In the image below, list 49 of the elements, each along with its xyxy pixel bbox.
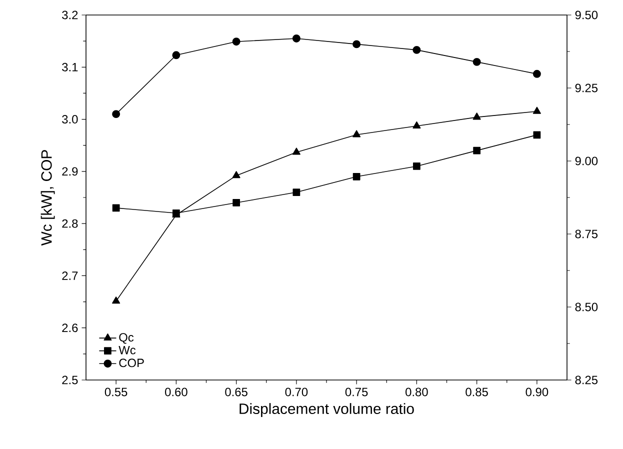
point <box>473 146 480 154</box>
x-tick-label: 0.65 <box>225 388 248 396</box>
point <box>112 296 120 304</box>
point <box>292 188 300 196</box>
point <box>533 131 541 139</box>
y2-tick-label: 9.25 <box>575 84 598 92</box>
x-tick-label: 0.60 <box>165 388 188 396</box>
y-axis-title: Wc [kW], COP <box>40 150 55 246</box>
x-tick-label: 0.85 <box>466 388 488 396</box>
point <box>232 199 240 206</box>
y-tick-label: 3.2 <box>62 10 78 20</box>
y2-tick-label: 8.75 <box>575 230 598 238</box>
point <box>352 172 360 180</box>
x-tick-label: 0.70 <box>285 388 308 396</box>
point <box>412 121 421 128</box>
point <box>532 106 541 114</box>
y2-tick-label: 8.25 <box>575 376 598 384</box>
point <box>472 112 481 120</box>
legend-label: Wc <box>118 346 136 354</box>
x-tick-label: 0.90 <box>526 388 548 396</box>
point <box>352 40 361 48</box>
point <box>232 171 240 178</box>
point <box>232 38 240 46</box>
point <box>112 204 120 212</box>
y2-tick-label: 8.50 <box>575 302 598 312</box>
point <box>352 130 361 138</box>
y2-tick-label: 9.50 <box>575 10 598 20</box>
legend-label: COP <box>119 358 144 368</box>
y-tick-label: 3.1 <box>62 62 78 72</box>
point <box>292 34 300 42</box>
y-tick-label: 2.9 <box>62 167 78 176</box>
legend-label: Qc <box>119 333 134 344</box>
point <box>112 110 120 118</box>
x-tick-label: 0.55 <box>104 388 128 396</box>
y-tick-label: 2.5 <box>62 376 78 384</box>
y-tick-label: 3.0 <box>62 115 78 124</box>
y-tick-label: 2.8 <box>62 219 78 228</box>
point <box>172 51 180 60</box>
point <box>472 58 481 66</box>
x-tick-label: 0.75 <box>345 388 368 396</box>
point <box>412 46 421 54</box>
x-axis-title: Displacement volume ratio <box>240 403 414 417</box>
point <box>413 162 420 170</box>
y-tick-label: 2.6 <box>62 324 78 332</box>
y-tick-label: 2.7 <box>62 272 78 280</box>
point <box>292 148 300 155</box>
point <box>532 70 541 78</box>
x-tick-label: 0.80 <box>406 388 428 396</box>
y2-tick-label: 9.00 <box>575 156 598 166</box>
